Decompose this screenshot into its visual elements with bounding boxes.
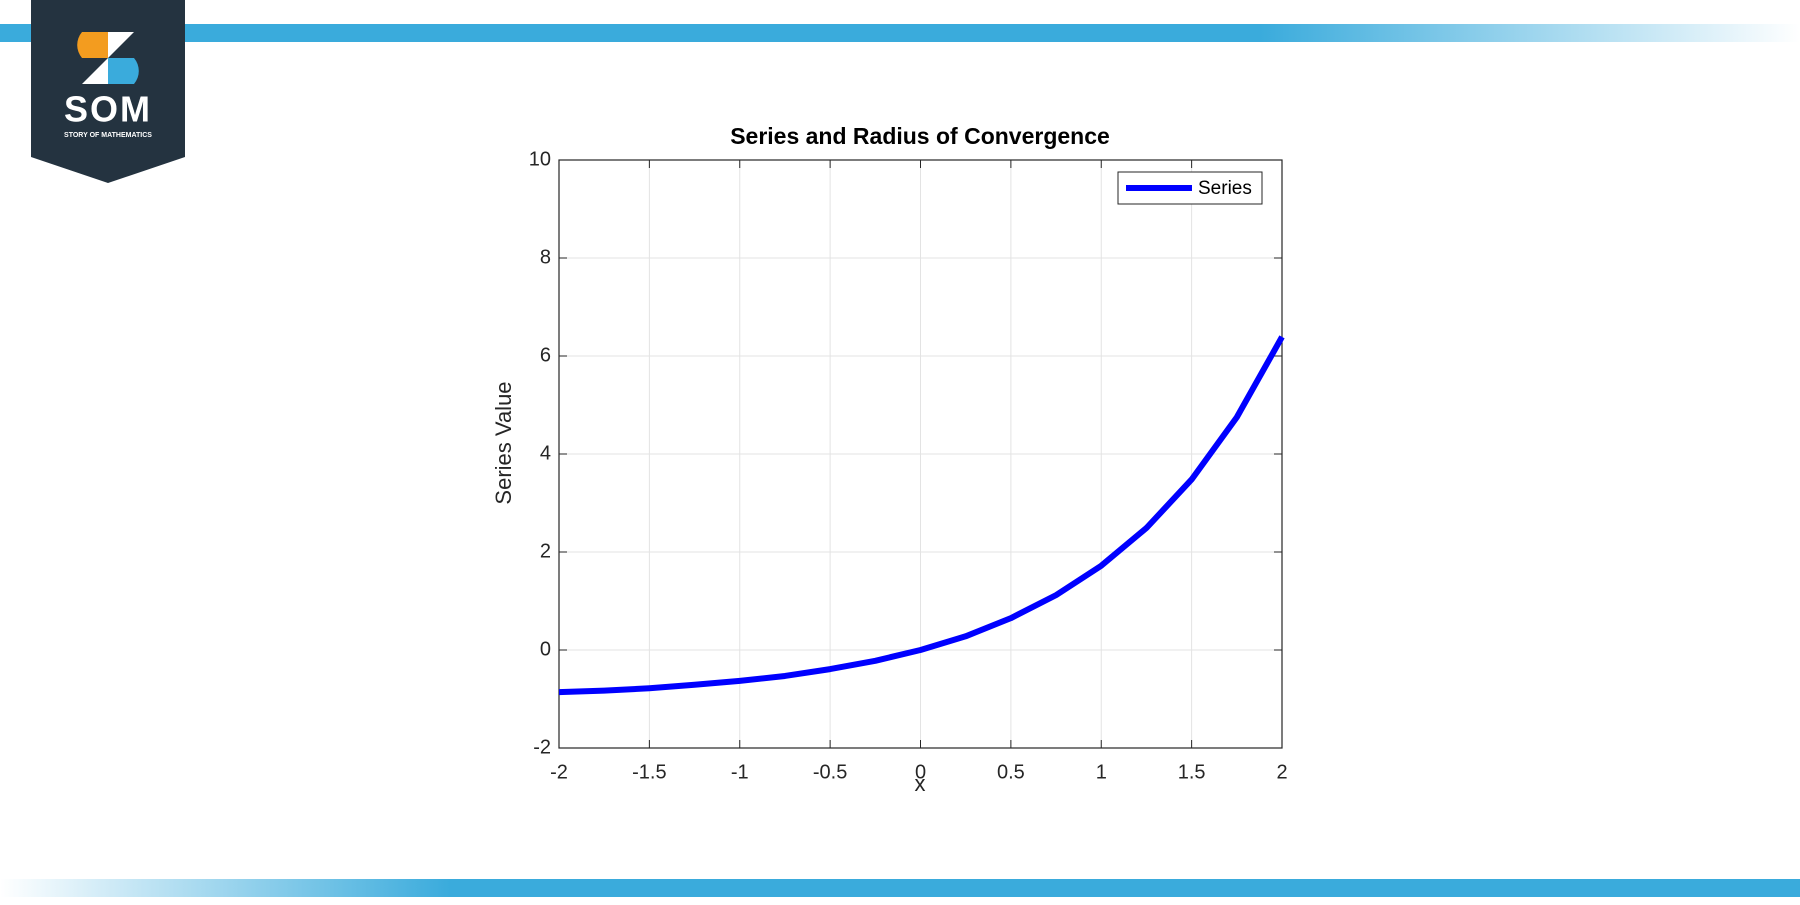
logo-shape bbox=[108, 32, 134, 58]
x-tick-label: -1 bbox=[731, 761, 749, 783]
x-axis-label: x bbox=[915, 771, 926, 796]
x-tick-label: 0 bbox=[915, 761, 926, 783]
logo-shape bbox=[108, 58, 139, 84]
logo-text: SOM bbox=[64, 89, 152, 130]
logo-subtitle: STORY OF MATHEMATICS bbox=[64, 132, 152, 139]
top-band bbox=[0, 24, 1800, 42]
y-tick-label: 2 bbox=[540, 540, 551, 562]
series-line bbox=[558, 335, 1285, 696]
logo-shape bbox=[77, 32, 108, 58]
x-tick-label: -2 bbox=[550, 761, 568, 783]
y-tick-label: -2 bbox=[533, 736, 551, 758]
x-tick-label: -0.5 bbox=[813, 761, 847, 783]
legend-label: Series bbox=[1198, 178, 1252, 199]
x-tick-label: 1 bbox=[1096, 761, 1107, 783]
y-tick-label: 8 bbox=[540, 246, 551, 268]
logo: SOM STORY OF MATHEMATICS bbox=[31, 0, 185, 183]
x-tick-label: 1.5 bbox=[1178, 761, 1206, 783]
x-tick-label: 0.5 bbox=[997, 761, 1025, 783]
y-tick-label: 4 bbox=[540, 442, 551, 464]
bottom-band bbox=[0, 879, 1800, 897]
y-tick-label: 0 bbox=[540, 638, 551, 660]
plot-frame bbox=[558, 159, 1283, 749]
chart-title: Series and Radius of Convergence bbox=[730, 123, 1110, 149]
logo-badge bbox=[31, 0, 185, 183]
logo-shape bbox=[82, 58, 108, 84]
y-tick-label: 10 bbox=[529, 148, 551, 170]
x-tick-label: -1.5 bbox=[632, 761, 666, 783]
y-axis-label: Series Value bbox=[491, 381, 516, 504]
y-tick-label: 6 bbox=[540, 344, 551, 366]
x-tick-label: 2 bbox=[1276, 761, 1287, 783]
